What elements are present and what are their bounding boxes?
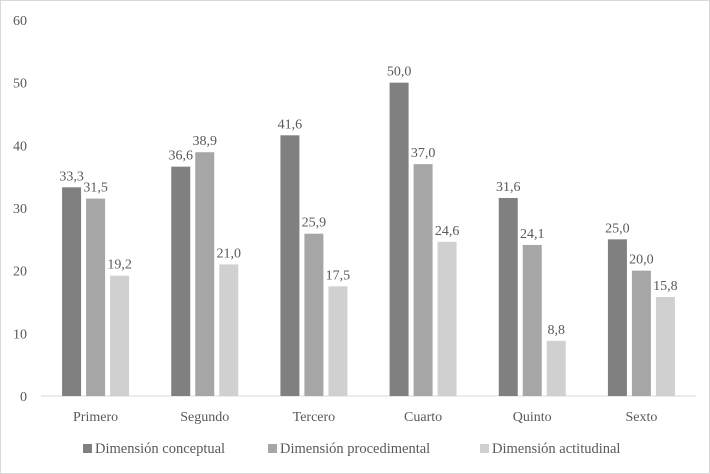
bar bbox=[328, 286, 348, 396]
data-label: 36,6 bbox=[169, 149, 194, 164]
data-label: 31,5 bbox=[83, 181, 108, 196]
y-tick-label: 50 bbox=[13, 77, 27, 92]
bar bbox=[655, 296, 675, 396]
data-label: 31,6 bbox=[496, 180, 521, 195]
legend-swatch bbox=[480, 444, 489, 453]
data-label: 19,2 bbox=[107, 258, 132, 273]
legend-swatch bbox=[268, 444, 277, 453]
data-label: 41,6 bbox=[278, 117, 303, 132]
x-tick-label: Segundo bbox=[180, 410, 229, 425]
legend-label: Dimensión actitudinal bbox=[492, 441, 620, 457]
data-label: 20,0 bbox=[629, 253, 654, 268]
x-tick-label: Quinto bbox=[513, 410, 552, 425]
bar bbox=[171, 166, 191, 396]
bar bbox=[413, 164, 433, 396]
data-label: 15,8 bbox=[653, 279, 678, 294]
x-tick-label: Cuarto bbox=[404, 410, 442, 425]
legend-label: Dimensión conceptual bbox=[95, 441, 225, 457]
bar bbox=[219, 264, 239, 396]
y-tick-label: 0 bbox=[20, 390, 27, 405]
bar bbox=[607, 239, 627, 396]
legend-label: Dimensión procedimental bbox=[280, 441, 430, 457]
bar bbox=[280, 135, 300, 396]
bar bbox=[304, 233, 324, 396]
bar bbox=[437, 241, 457, 396]
y-tick-label: 10 bbox=[13, 327, 27, 342]
bar bbox=[389, 82, 409, 397]
y-tick-label: 20 bbox=[13, 265, 27, 280]
data-label: 25,0 bbox=[605, 221, 630, 236]
bar bbox=[110, 275, 130, 396]
data-label: 37,0 bbox=[411, 146, 436, 161]
data-label: 24,1 bbox=[520, 227, 545, 242]
y-tick-label: 40 bbox=[13, 139, 27, 154]
y-tick-label: 30 bbox=[13, 202, 27, 217]
data-label: 38,9 bbox=[193, 134, 218, 149]
x-tick-label: Sexto bbox=[625, 410, 657, 425]
bar bbox=[62, 187, 82, 396]
bar bbox=[86, 198, 106, 396]
data-label: 8,8 bbox=[548, 323, 566, 338]
data-label: 33,3 bbox=[59, 169, 84, 184]
data-label: 21,0 bbox=[217, 246, 242, 261]
x-tick-label: Primero bbox=[73, 410, 118, 425]
bar bbox=[546, 340, 566, 396]
data-label: 50,0 bbox=[387, 65, 412, 80]
bar bbox=[631, 270, 651, 396]
bar bbox=[498, 197, 518, 396]
data-label: 24,6 bbox=[435, 224, 460, 239]
data-label: 17,5 bbox=[326, 268, 351, 283]
x-tick-label: Tercero bbox=[293, 410, 336, 425]
y-tick-label: 60 bbox=[13, 14, 27, 29]
data-label: 25,9 bbox=[302, 216, 327, 231]
bar bbox=[195, 152, 215, 396]
bar bbox=[522, 244, 542, 396]
legend-swatch bbox=[83, 444, 92, 453]
